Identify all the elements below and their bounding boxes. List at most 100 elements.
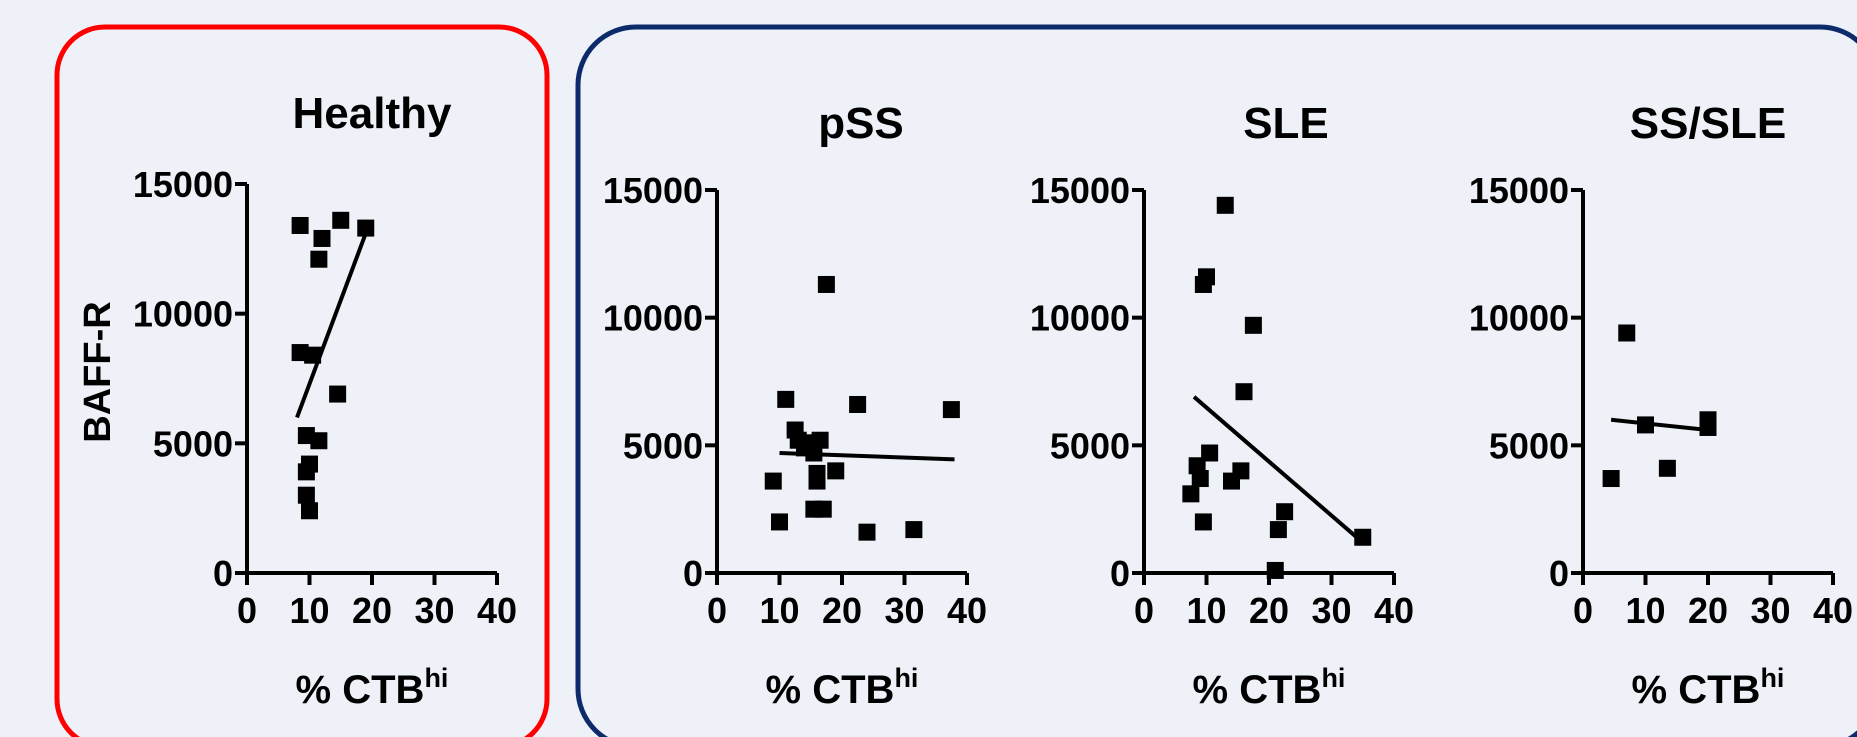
x-axis-label-text: % CTB xyxy=(1193,668,1322,712)
data-points xyxy=(764,275,960,541)
data-point xyxy=(1244,316,1262,334)
data-point xyxy=(1276,503,1294,521)
data-point xyxy=(1223,472,1240,490)
data-point xyxy=(1266,561,1284,579)
chart-title: SLE xyxy=(1243,99,1329,148)
x-tick-label: 0 xyxy=(707,590,727,631)
x-tick-label: 30 xyxy=(1311,590,1351,631)
data-point xyxy=(1269,521,1287,539)
data-point xyxy=(1354,528,1372,546)
data-point xyxy=(905,521,923,539)
y-tick-label: 0 xyxy=(683,553,703,594)
x-axis-label: % CTBhi xyxy=(1193,663,1346,712)
x-axis-label-superscript: hi xyxy=(424,663,448,693)
y-tick-label: 5000 xyxy=(1489,425,1569,466)
data-point xyxy=(1194,275,1212,293)
x-tick-label: 10 xyxy=(759,590,799,631)
y-tick-label: 10000 xyxy=(133,294,233,335)
y-tick-label: 10000 xyxy=(1030,298,1130,339)
x-tick-label: 0 xyxy=(237,590,257,631)
x-tick-label: 40 xyxy=(1813,590,1853,631)
x-tick-label: 30 xyxy=(414,590,454,631)
y-tick-label: 15000 xyxy=(1030,170,1130,211)
data-point xyxy=(771,513,788,531)
x-axis-label: % CTBhi xyxy=(1632,663,1785,712)
data-point xyxy=(297,463,315,481)
data-point xyxy=(357,219,375,237)
chart-ss-sle: SS/SLE 0 5000 10000 15000 0 10 20 30 40 % CTBhi xyxy=(1469,99,1853,712)
data-points xyxy=(291,211,375,520)
data-point xyxy=(301,502,318,520)
axes: 0 5000 10000 15000 0 10 20 30 40 xyxy=(133,164,517,631)
x-axis-label-superscript: hi xyxy=(894,663,918,693)
data-point xyxy=(310,432,328,450)
data-point xyxy=(811,431,829,449)
regression-line xyxy=(1610,417,1709,433)
data-point xyxy=(1216,196,1234,214)
x-tick-label: 20 xyxy=(1688,590,1728,631)
regression-line xyxy=(1192,395,1361,542)
x-axis-label-superscript: hi xyxy=(1321,663,1345,693)
data-point xyxy=(942,401,960,419)
data-point xyxy=(858,523,876,541)
chart-sle: SLE 0 5000 10000 15000 0 10 20 30 40 % CTBhi xyxy=(1030,99,1414,712)
healthy-panel-border xyxy=(54,24,550,737)
data-point xyxy=(1182,485,1200,503)
data-point xyxy=(808,472,826,490)
chart-pss: pSS 0 5000 10000 15000 0 10 20 30 40 % CTBhi xyxy=(603,99,987,712)
y-tick-label: 0 xyxy=(1549,553,1569,594)
axes: 0 5000 10000 15000 0 10 20 30 40 xyxy=(1469,170,1853,631)
chart-title: SS/SLE xyxy=(1630,99,1787,148)
data-points xyxy=(1182,196,1372,579)
data-point xyxy=(304,346,322,364)
x-axis-label-text: % CTB xyxy=(1632,668,1761,712)
data-point xyxy=(1191,470,1209,488)
x-tick-label: 10 xyxy=(1625,590,1665,631)
y-tick-label: 0 xyxy=(1110,553,1130,594)
y-tick-label: 0 xyxy=(213,553,233,594)
y-tick-label: 5000 xyxy=(153,423,233,464)
fit-line-group xyxy=(295,232,368,419)
data-point xyxy=(827,462,845,480)
y-tick-label: 5000 xyxy=(1050,425,1130,466)
y-tick-label: 5000 xyxy=(623,425,703,466)
x-tick-label: 40 xyxy=(947,590,987,631)
data-point xyxy=(1637,416,1654,434)
x-tick-label: 0 xyxy=(1573,590,1593,631)
x-tick-label: 10 xyxy=(289,590,329,631)
data-point xyxy=(313,229,331,247)
y-tick-label: 10000 xyxy=(1469,298,1569,339)
data-point xyxy=(764,472,782,490)
x-tick-label: 30 xyxy=(884,590,924,631)
x-tick-label: 10 xyxy=(1186,590,1226,631)
data-point xyxy=(1188,457,1206,475)
data-point xyxy=(310,250,328,268)
data-point xyxy=(805,444,823,462)
disease-panel-border xyxy=(575,24,1857,737)
x-tick-label: 40 xyxy=(1374,590,1414,631)
data-point xyxy=(1201,444,1219,462)
data-point xyxy=(332,211,350,229)
data-point xyxy=(817,275,835,293)
x-axis-label: % CTBhi xyxy=(766,663,919,712)
y-tick-label: 15000 xyxy=(133,164,233,205)
data-point xyxy=(1602,470,1620,488)
data-point xyxy=(329,385,347,403)
chart-title: Healthy xyxy=(293,89,452,138)
x-tick-label: 20 xyxy=(352,590,392,631)
fit-line-group xyxy=(1192,395,1361,542)
data-points xyxy=(1602,324,1717,488)
data-point xyxy=(814,500,832,518)
data-point xyxy=(297,486,315,504)
fit-line-group xyxy=(1610,417,1709,433)
y-tick-label: 15000 xyxy=(1469,170,1569,211)
x-axis-label: % CTBhi xyxy=(296,663,449,712)
axes: 0 5000 10000 15000 0 10 20 30 40 xyxy=(603,170,987,631)
x-tick-label: 20 xyxy=(1249,590,1289,631)
y-tick-label: 10000 xyxy=(603,298,703,339)
data-point xyxy=(1194,513,1212,531)
data-point xyxy=(1618,324,1636,342)
x-axis-label-text: % CTB xyxy=(766,668,895,712)
data-point xyxy=(849,395,867,413)
